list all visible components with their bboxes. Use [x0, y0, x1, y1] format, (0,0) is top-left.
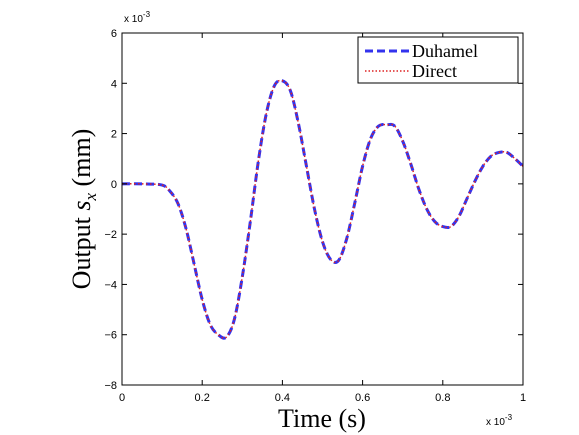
plot-area: [122, 33, 523, 385]
x-tick-label: 0.8: [435, 392, 450, 404]
y-tick-label: 6: [111, 28, 117, 40]
y-axis-multiplier: x 10-3: [124, 10, 151, 25]
x-tick-label: 0: [119, 392, 125, 404]
y-tick-label: 4: [111, 78, 117, 90]
legend-label-duhamel: Duhamel: [412, 41, 478, 61]
plot-frame: [121, 32, 524, 386]
ticks-layer: 0 0.2 0.4 0.6 0.8 1 −8 −6 −4 −2 0 2 4 6: [104, 28, 526, 404]
x-tick-label: 0.6: [355, 392, 370, 404]
x-axis-title: Time (s): [278, 404, 366, 433]
y-tick-label: −4: [104, 279, 117, 291]
y-tick-label: −2: [104, 229, 117, 241]
x-tick-label: 0.2: [195, 392, 210, 404]
legend-box: [357, 36, 519, 84]
y-tick-label: −6: [104, 330, 117, 342]
legend: Duhamel Direct: [357, 36, 519, 84]
x-axis-multiplier: x 10-3: [486, 413, 513, 428]
y-axis-title: Output sx (mm): [67, 129, 100, 290]
x-tick-label: 1: [520, 392, 526, 404]
y-tick-label: −8: [104, 380, 117, 392]
series-layer: [121, 78, 525, 340]
y-tick-label: 0: [111, 179, 117, 191]
x-tick-label: 0.4: [275, 392, 290, 404]
legend-label-direct: Direct: [412, 61, 457, 81]
series-line-direct: [121, 79, 524, 339]
y-tick-label: 2: [111, 129, 117, 141]
